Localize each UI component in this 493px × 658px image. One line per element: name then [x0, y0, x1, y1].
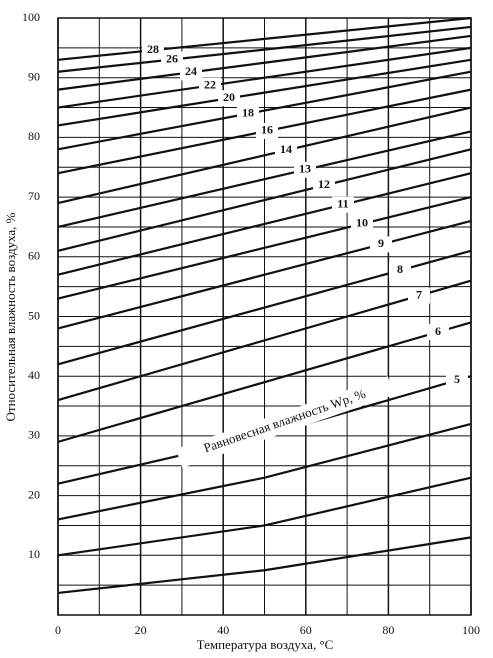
y-tick-label: 20	[28, 487, 40, 501]
label-background	[293, 161, 316, 178]
curve	[57, 279, 472, 402]
curve-label: 26	[166, 51, 178, 65]
label-background	[426, 324, 449, 341]
curve	[57, 130, 472, 229]
annotation-background	[175, 376, 395, 468]
y-tick-label: 60	[28, 249, 40, 263]
annotation-group: Равновесная влажность Wр, %	[175, 376, 395, 468]
label-background	[236, 105, 259, 122]
x-tick-label: 20	[135, 623, 147, 637]
y-tick-label: 70	[28, 189, 40, 203]
curve	[57, 34, 472, 91]
curve-label: 6	[435, 324, 441, 338]
x-tick-label: 100	[462, 623, 480, 637]
y-tick-label: 100	[22, 10, 40, 24]
curve	[57, 476, 472, 557]
x-tick-label: 60	[300, 623, 312, 637]
curve-label: 10	[356, 216, 368, 230]
curve-label: 18	[242, 105, 254, 119]
curve-label: 13	[299, 162, 311, 176]
label-background	[141, 42, 164, 59]
y-tick-label: 30	[28, 428, 40, 442]
curve	[57, 172, 472, 276]
curve-label: 11	[337, 196, 348, 210]
y-tick-label: 80	[28, 129, 40, 143]
y-axis-title: Относительная влажность воздуха, %	[3, 212, 18, 421]
x-tick-label: 40	[217, 623, 229, 637]
label-background	[274, 142, 297, 159]
label-background	[312, 177, 335, 194]
label-background	[350, 215, 373, 232]
curve-label: 22	[204, 77, 216, 91]
curve-label: 16	[261, 123, 273, 137]
y-tick-label: 90	[28, 69, 40, 83]
curve	[57, 536, 472, 595]
curve-label: 28	[147, 42, 159, 56]
y-tick-label: 50	[28, 308, 40, 322]
label-background	[160, 51, 183, 68]
curve	[57, 25, 472, 73]
label-background	[388, 262, 411, 279]
curve	[57, 46, 472, 109]
label-background	[198, 77, 221, 94]
label-background	[179, 64, 202, 81]
curve	[57, 148, 472, 252]
x-tick-label: 0	[55, 623, 61, 637]
curve-label: 8	[397, 262, 403, 276]
annotation: Равновесная влажность Wр, %	[202, 386, 368, 456]
curve	[57, 16, 472, 61]
curve-label: 20	[223, 90, 235, 104]
curve-label: 5	[454, 372, 460, 386]
label-background	[217, 90, 240, 107]
label-background	[445, 372, 468, 389]
curve-label: 7	[416, 287, 422, 301]
label-background	[369, 236, 392, 253]
curve	[57, 422, 472, 521]
curve-label: 12	[318, 177, 330, 191]
curve	[57, 58, 472, 127]
curve-label: 24	[185, 64, 197, 78]
curve-label: 9	[378, 236, 384, 250]
curve	[57, 321, 472, 443]
curve	[57, 196, 472, 300]
y-tick-label: 40	[28, 368, 40, 382]
curve	[57, 70, 472, 151]
label-background	[407, 287, 430, 304]
curve-label: 14	[280, 142, 292, 156]
curve	[57, 106, 472, 205]
curve	[57, 219, 472, 330]
y-tick-label: 10	[28, 547, 40, 561]
x-tick-label: 80	[382, 623, 394, 637]
label-background	[255, 122, 278, 139]
label-background	[331, 196, 354, 213]
x-axis-title: Температура воздуха, °С	[197, 637, 334, 652]
